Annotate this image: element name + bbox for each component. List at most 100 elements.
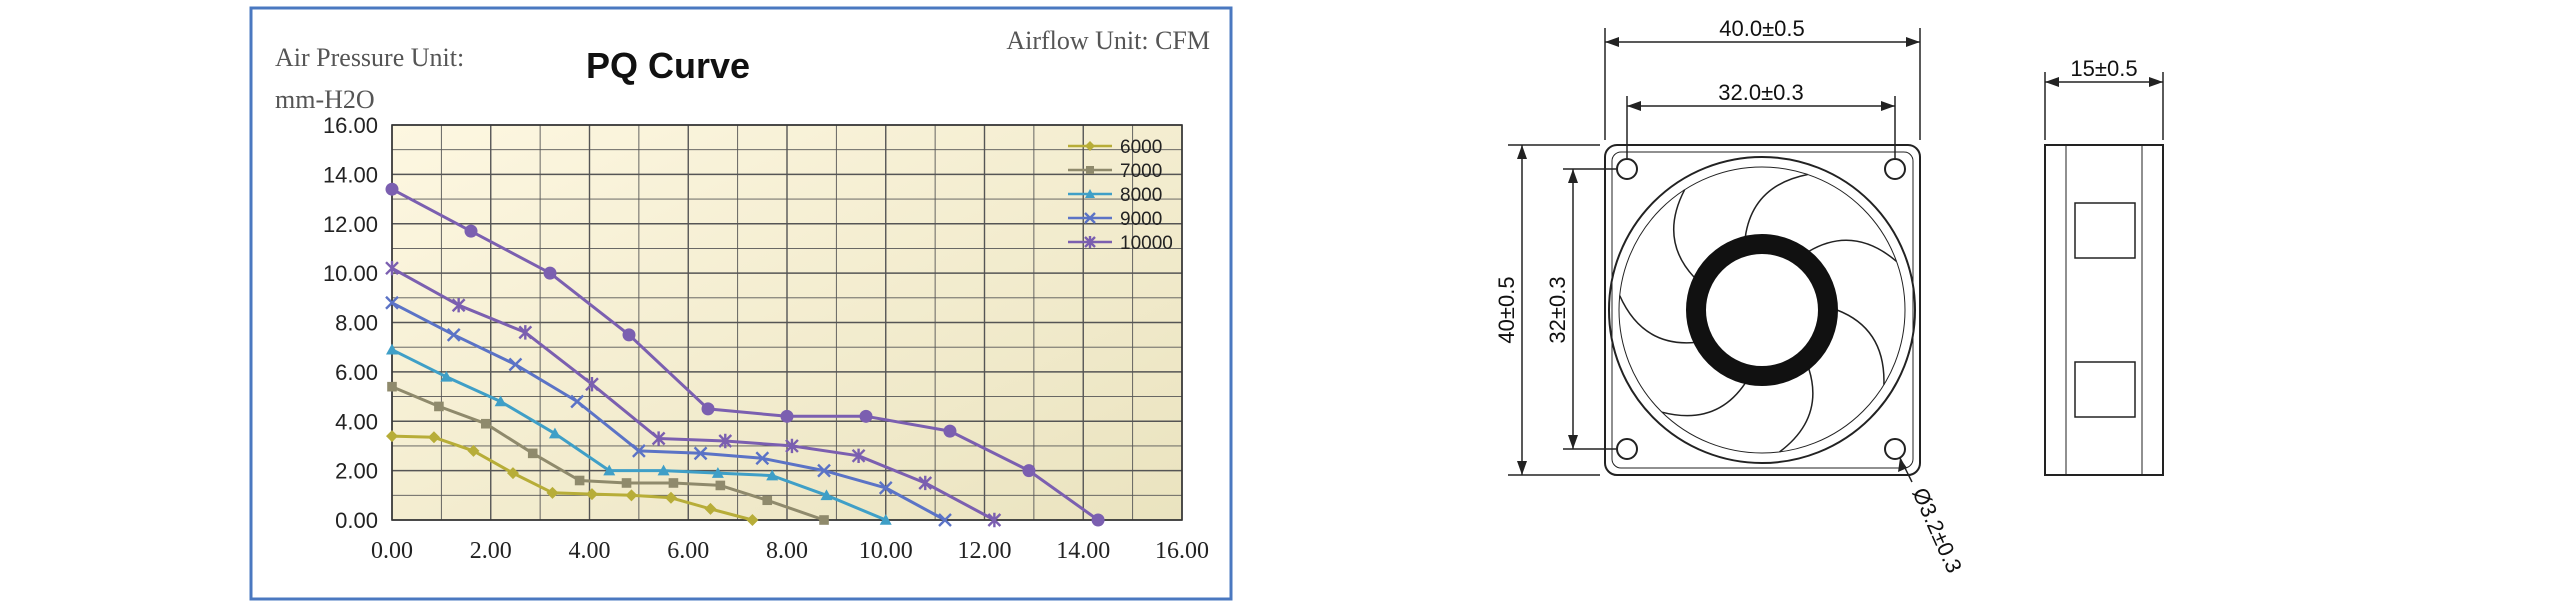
data-point [603,464,616,476]
fan-hub-center [1704,252,1820,368]
fan-ring-inner [1618,166,1906,454]
data-point [859,409,873,423]
data-point [625,489,638,502]
side-housing-outline [2044,144,2164,476]
data-point [494,395,507,407]
side-detail-upper [2074,202,2136,259]
series-line [391,266,996,522]
legend-label: 8000 [1120,185,1162,206]
legend: 6000 7000 8000 9000 10000 [1068,137,1173,254]
front-view-dimensions [1508,28,1921,483]
data-point [943,424,957,438]
data-point [434,401,444,412]
data-point [1086,166,1094,174]
fan-blade [1744,173,1808,238]
data-point [451,298,466,313]
data-point [1022,464,1036,478]
side-detail-lower [2074,361,2136,418]
y-tick-label: 2.00 [335,459,378,484]
data-point [987,512,1002,528]
data-point [387,381,397,392]
series-curve-5 [385,182,1105,527]
data-point [386,430,398,443]
fan-ring-outer [1608,156,1916,464]
x-tick-label: 8.00 [766,538,808,564]
y-tick-label: 0.00 [335,508,378,533]
x-tick-label: 2.00 [470,538,512,564]
data-point [785,438,799,454]
series-line [391,301,946,522]
data-point [440,370,453,382]
airflow-unit-label: Airflow Unit: CFM [1006,26,1210,55]
data-point [938,513,952,527]
series-7000 [387,381,829,525]
dim-outer-width: 40.0±0.5 [1719,16,1804,41]
fan-blade [1673,189,1695,279]
chart-title: PQ Curve [586,45,750,86]
data-point [621,478,632,488]
dim-hole-spacing-height: 32±0.3 [1545,276,1570,343]
legend-label: 7000 [1120,161,1162,182]
data-point [464,224,478,238]
series-line [391,348,887,522]
data-point [755,451,770,466]
x-tick-label: 0.00 [371,538,413,564]
data-point [704,502,717,515]
fan-housing-outline [1604,144,1921,476]
series-10000 [385,260,1002,528]
pressure-unit-value: mm-H2O [275,85,375,114]
legend-entry: 8000 [1068,185,1162,206]
fan-blade [1836,309,1885,385]
x-tick-label: 4.00 [569,538,611,564]
legend-label: 6000 [1120,137,1162,158]
legend-entry: 10000 [1068,233,1173,254]
y-tick-label: 14.00 [323,162,378,187]
data-point [508,357,523,372]
data-point [878,481,893,495]
data-point [518,325,533,340]
x-tick-label: 6.00 [667,538,709,564]
data-point [746,514,759,526]
legend-label: 10000 [1120,233,1173,254]
data-point [711,467,724,478]
y-tick-label: 4.00 [335,409,378,434]
y-tick-label: 12.00 [323,212,378,237]
data-point [385,295,399,310]
x-tick-label: 16.00 [1155,538,1209,564]
data-point [622,328,636,342]
mounting-hole [1884,438,1906,460]
pressure-unit-label: Air Pressure Unit: [275,43,464,72]
data-point [570,394,585,409]
legend-entry: 7000 [1068,161,1162,182]
data-point [527,448,538,459]
data-point [585,488,598,501]
data-point [879,514,892,525]
data-point [918,475,933,491]
mounting-hole [1884,158,1906,180]
dim-outer-height: 40±0.5 [1494,276,1519,343]
fan-blade [1619,295,1695,344]
legend-entry: 9000 [1068,209,1162,230]
plot-border [391,124,1183,521]
data-point [766,469,779,481]
data-point [1084,236,1096,248]
fan-blade [1661,382,1746,417]
data-point [386,343,398,355]
y-tick-label: 10.00 [323,261,378,286]
data-point [762,495,773,506]
series-line [391,385,825,522]
data-point [574,475,585,486]
data-point [506,467,519,480]
series-8000 [386,343,892,525]
data-point [1091,513,1105,527]
mounting-hole [1616,158,1638,180]
axis-tick-labels: 0.00 2.00 4.00 6.00 8.00 10.00 12.00 14.00 16.00… [323,113,1209,564]
series-lines [385,182,1105,528]
legend-entry: 6000 [1068,137,1162,158]
data-point [385,260,399,276]
data-point [701,402,715,416]
dim-thickness: 15±0.5 [2070,56,2137,81]
data-point [780,409,794,423]
